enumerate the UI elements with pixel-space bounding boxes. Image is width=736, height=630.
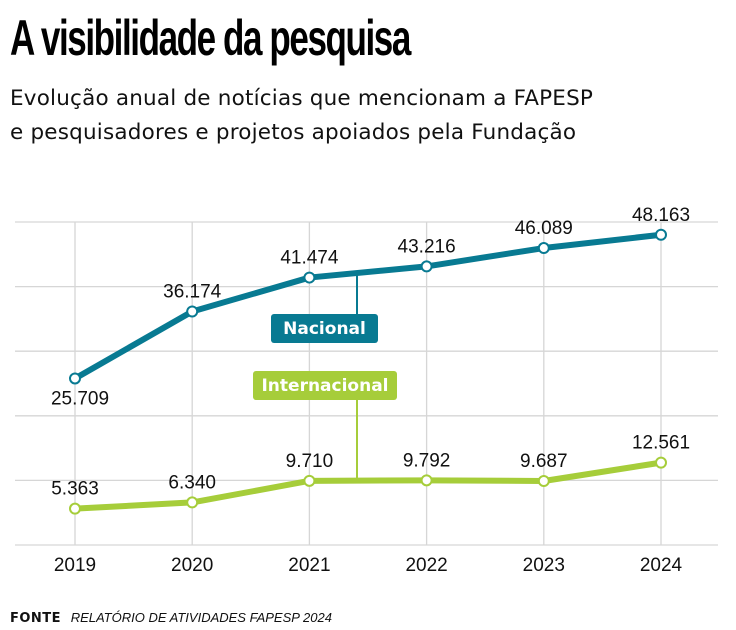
internacional-legend-label: Internacional bbox=[261, 376, 388, 396]
source-label: FONTE bbox=[10, 611, 62, 626]
x-tick-label: 2024 bbox=[640, 555, 683, 576]
data-label: 9.792 bbox=[403, 450, 451, 471]
nacional-legend-label: Nacional bbox=[283, 319, 366, 339]
x-axis-ticks: 2019 2020 2021 2022 2023 2024 bbox=[54, 555, 683, 576]
x-tick-label: 2022 bbox=[405, 555, 447, 576]
data-label: 46.089 bbox=[515, 218, 573, 239]
data-label: 41.474 bbox=[280, 248, 339, 269]
data-label: 12.561 bbox=[632, 433, 690, 454]
data-point-marker bbox=[303, 271, 316, 284]
data-label: 43.216 bbox=[398, 236, 456, 257]
data-label: 25.709 bbox=[51, 388, 109, 409]
line-chart: Nacional Internacional 25.709 36.174 41.474… bbox=[15, 205, 718, 576]
source-text: RELATÓRIO DE ATIVIDADES FAPESP 2024 bbox=[70, 610, 332, 625]
data-label: 9.687 bbox=[520, 451, 568, 472]
source-note: FONTE RELATÓRIO DE ATIVIDADES FAPESP 202… bbox=[10, 610, 332, 626]
data-point-marker bbox=[655, 228, 667, 241]
data-point-marker bbox=[303, 474, 316, 487]
data-point-marker bbox=[537, 475, 550, 488]
data-label: 9.710 bbox=[286, 451, 334, 472]
data-point-marker bbox=[537, 242, 550, 255]
x-tick-label: 2023 bbox=[523, 555, 565, 576]
x-tick-label: 2020 bbox=[171, 555, 213, 576]
data-markers bbox=[69, 228, 667, 515]
subtitle-line-1: Evolução anual de notícias que mencionam… bbox=[10, 86, 594, 111]
data-labels: 25.709 36.174 41.474 43.216 46.089 48.163 5.36… bbox=[51, 205, 690, 500]
series-line-nacional bbox=[72, 231, 664, 382]
data-point-marker bbox=[69, 372, 81, 385]
series-callouts: Nacional Internacional bbox=[253, 273, 397, 481]
chart-subtitle: Evolução anual de notícias que mencionam… bbox=[10, 82, 593, 150]
chart-title: A visibilidade da pesquisa bbox=[10, 10, 411, 66]
data-point-marker bbox=[69, 502, 81, 515]
series-lines bbox=[72, 231, 664, 512]
data-label: 48.163 bbox=[632, 205, 690, 226]
nacional-legend-box bbox=[271, 314, 378, 343]
data-point-marker bbox=[420, 260, 433, 273]
data-point-marker bbox=[420, 474, 433, 487]
data-label: 5.363 bbox=[51, 479, 99, 500]
series-line-internacional bbox=[72, 459, 664, 512]
data-point-marker bbox=[655, 456, 667, 469]
subtitle-line-2: e pesquisadores e projetos apoiados pela… bbox=[10, 120, 577, 145]
data-point-marker bbox=[186, 496, 199, 509]
data-label: 6.340 bbox=[168, 472, 216, 493]
data-point-marker bbox=[186, 305, 199, 318]
data-label: 36.174 bbox=[163, 281, 222, 302]
internacional-legend-box bbox=[253, 371, 397, 400]
x-tick-label: 2019 bbox=[54, 555, 96, 576]
x-tick-label: 2021 bbox=[288, 555, 330, 576]
